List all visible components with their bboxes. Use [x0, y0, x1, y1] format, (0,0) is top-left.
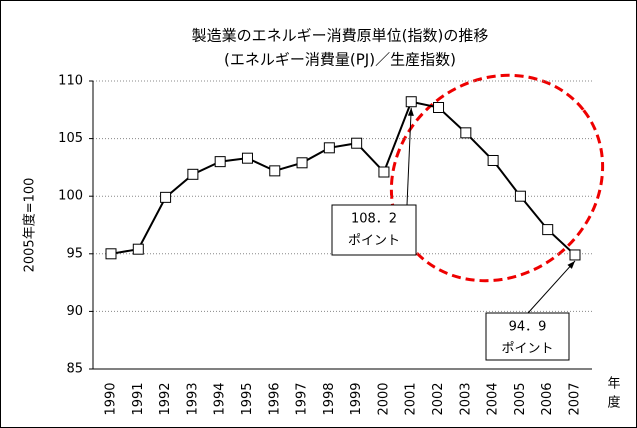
y-tick-label: 90 [66, 304, 83, 319]
data-point [187, 168, 199, 180]
x-tick-label: 2005 [513, 382, 528, 415]
x-tick-label: 1995 [240, 382, 255, 415]
chart-title: 製造業のエネルギー消費原単位(指数)の推移 [192, 27, 489, 45]
data-point [460, 127, 472, 139]
chart-subtitle: (エネルギー消費量(PJ)／生産指数) [224, 51, 456, 69]
x-tick-label: 1993 [185, 382, 200, 415]
x-tick-label: 1997 [295, 382, 310, 415]
x-tick-label: 1994 [213, 382, 228, 415]
x-tick-label: 1999 [349, 382, 364, 415]
data-point [241, 152, 253, 164]
data-point [160, 191, 172, 203]
arrow-head [407, 107, 414, 116]
data-point [378, 166, 390, 178]
annotation-text: ポイント [348, 234, 400, 249]
data-point [514, 190, 526, 202]
data-point [405, 96, 417, 108]
x-tick-label: 2000 [376, 382, 391, 415]
y-tick-label: 100 [58, 189, 83, 204]
x-tick-label: 2003 [458, 382, 473, 415]
data-point [296, 157, 308, 169]
x-tick-label: 1992 [158, 382, 173, 415]
y-axis-label: 2005年度=100 [22, 178, 38, 273]
y-tick-label: 110 [58, 74, 83, 89]
data-point [105, 248, 117, 260]
annotation-arrow [527, 260, 576, 314]
annotation-text: 94．9 [509, 320, 547, 335]
x-tick-label: 1990 [104, 382, 119, 415]
data-point [214, 156, 226, 168]
data-point [132, 243, 144, 255]
y-tick-label: 85 [66, 362, 83, 377]
y-tick-label: 95 [66, 246, 83, 261]
x-tick-label: 1998 [322, 382, 337, 415]
y-tick-label: 105 [58, 131, 83, 146]
data-point [269, 165, 281, 177]
annotation-text: ポイント [501, 342, 553, 357]
x-axis-label: 年度 [605, 376, 621, 414]
x-tick-label: 1991 [131, 382, 146, 415]
x-tick-label: 2001 [404, 382, 419, 415]
x-tick-label: 2007 [568, 382, 583, 415]
x-tick-label: 2002 [431, 382, 446, 415]
data-point [542, 224, 554, 236]
annotation-box [485, 312, 570, 361]
data-point [351, 137, 363, 149]
data-point [487, 154, 499, 166]
arrow-head [567, 260, 575, 269]
annotation-text: 108．2 [351, 212, 397, 227]
annotation-arrow [406, 107, 412, 206]
annotation-box [331, 204, 417, 256]
data-point [433, 101, 445, 113]
x-tick-label: 2006 [540, 382, 555, 415]
data-point [323, 142, 335, 154]
data-point [569, 249, 581, 261]
x-tick-label: 1996 [267, 382, 282, 415]
x-tick-label: 2004 [486, 382, 501, 415]
